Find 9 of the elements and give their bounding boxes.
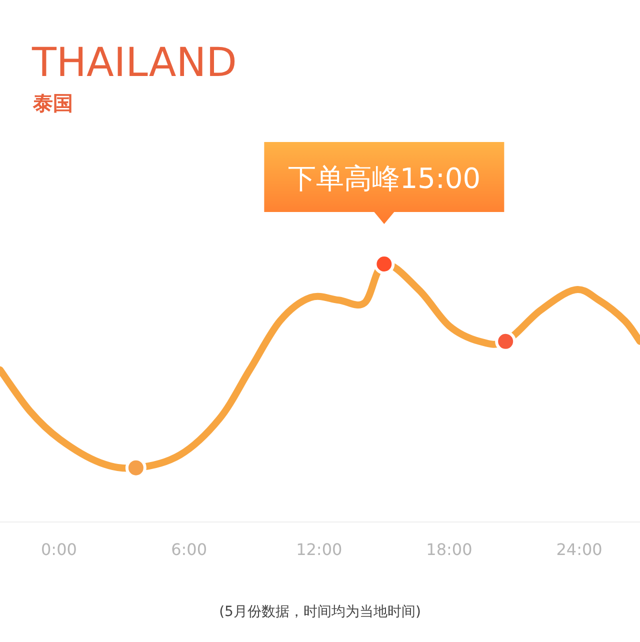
text: (5月份数据，时间均为当地时间) [219,604,421,620]
x-tick-label: 24:00 [556,540,602,559]
x-tick-label: 12:00 [296,540,342,559]
x-tick-label: 0:00 [41,540,77,559]
x-tick-label: 18:00 [426,540,472,559]
chart-title: THAILAND [31,40,237,86]
chart-subtitle: 泰国 [32,91,73,115]
x-tick-label: 6:00 [171,540,208,559]
annotation: 下单高峰15:00 [288,162,481,195]
